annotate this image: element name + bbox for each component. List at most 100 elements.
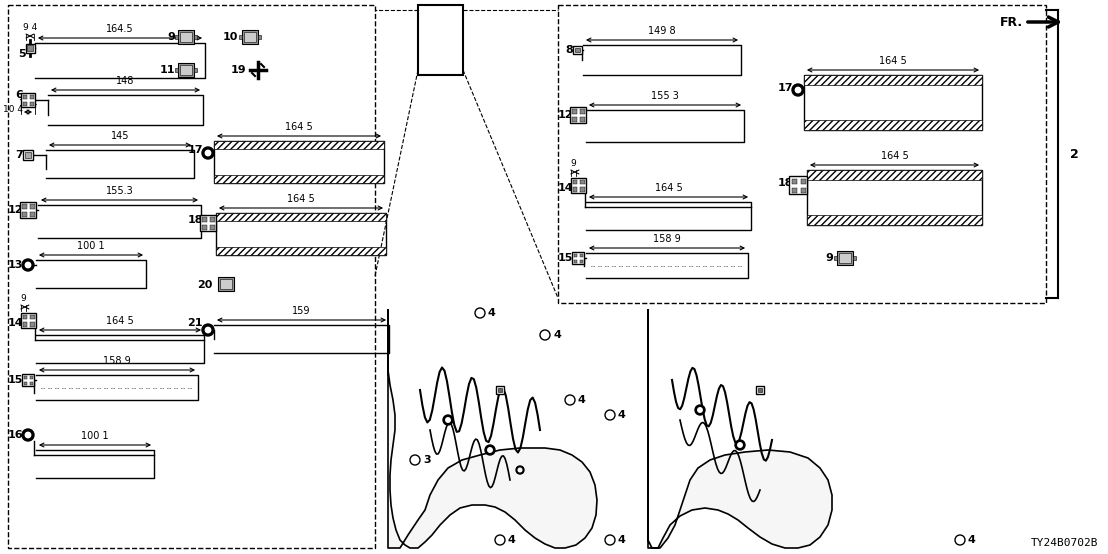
Text: 16: 16 <box>8 430 23 440</box>
Bar <box>21 312 35 327</box>
Bar <box>497 388 502 392</box>
Circle shape <box>25 262 31 268</box>
Bar <box>581 109 585 114</box>
Bar <box>23 102 28 106</box>
Bar <box>792 188 797 193</box>
Circle shape <box>202 147 214 159</box>
Bar <box>216 213 386 255</box>
Bar <box>21 93 35 107</box>
Bar <box>579 260 584 263</box>
Bar <box>175 35 178 39</box>
Text: 21: 21 <box>187 318 203 328</box>
Bar <box>807 170 982 180</box>
Bar <box>22 204 28 209</box>
Circle shape <box>410 455 420 465</box>
Bar <box>804 75 982 130</box>
Bar <box>574 260 577 263</box>
Circle shape <box>955 535 965 545</box>
Bar <box>258 35 261 39</box>
Bar <box>573 179 577 184</box>
Circle shape <box>540 330 550 340</box>
Bar <box>758 388 762 392</box>
Text: 10: 10 <box>223 32 238 42</box>
Bar <box>573 46 582 54</box>
Circle shape <box>698 408 702 412</box>
Text: 100 1: 100 1 <box>78 241 105 251</box>
Bar <box>179 32 192 42</box>
Text: 164 5: 164 5 <box>655 183 683 193</box>
Bar <box>218 277 234 291</box>
Bar <box>573 187 577 192</box>
Bar <box>792 179 797 184</box>
Circle shape <box>495 535 505 545</box>
Text: 18: 18 <box>778 178 793 188</box>
Circle shape <box>445 418 450 422</box>
Bar <box>23 150 33 160</box>
Circle shape <box>567 398 572 402</box>
Circle shape <box>608 413 613 417</box>
Bar <box>25 152 31 158</box>
Circle shape <box>485 445 495 455</box>
Text: 164.5: 164.5 <box>106 24 134 34</box>
Text: 18: 18 <box>187 215 203 225</box>
Bar <box>28 45 33 51</box>
Circle shape <box>25 432 31 438</box>
Text: 164 5: 164 5 <box>881 151 909 161</box>
Bar <box>804 120 982 130</box>
Text: 2: 2 <box>1070 147 1079 161</box>
Text: 9: 9 <box>167 32 175 42</box>
Bar <box>203 217 207 222</box>
Bar <box>179 65 192 75</box>
Text: 158 9: 158 9 <box>103 356 131 366</box>
Bar <box>573 109 577 114</box>
Circle shape <box>443 415 453 425</box>
Bar <box>581 117 585 122</box>
Bar <box>834 256 837 260</box>
Bar <box>804 75 982 85</box>
Bar <box>23 315 28 319</box>
Text: 155.3: 155.3 <box>105 186 133 196</box>
Circle shape <box>202 324 214 336</box>
Text: 9: 9 <box>21 294 27 303</box>
Text: 1: 1 <box>437 0 445 2</box>
Bar <box>853 256 856 260</box>
Bar <box>574 254 577 258</box>
Text: 9: 9 <box>825 253 833 263</box>
Bar <box>756 386 765 394</box>
Text: 7: 7 <box>16 150 23 160</box>
Circle shape <box>22 259 34 271</box>
Text: 20: 20 <box>197 280 213 290</box>
Bar <box>839 253 851 263</box>
Bar <box>579 254 584 258</box>
Text: 4: 4 <box>507 535 516 545</box>
Circle shape <box>413 458 418 462</box>
Bar <box>201 215 216 231</box>
Text: 9: 9 <box>571 159 576 168</box>
Text: 14: 14 <box>557 183 573 193</box>
Bar <box>30 95 34 99</box>
Bar <box>573 117 577 122</box>
Text: 12: 12 <box>8 205 23 215</box>
Bar <box>581 179 585 184</box>
Polygon shape <box>648 310 832 548</box>
Bar <box>194 35 197 39</box>
Text: 4: 4 <box>968 535 976 545</box>
Circle shape <box>792 84 804 96</box>
Text: 4: 4 <box>578 395 586 405</box>
Text: 17: 17 <box>778 83 793 93</box>
Text: 100 1: 100 1 <box>81 431 109 441</box>
Text: 164 5: 164 5 <box>287 194 315 204</box>
Circle shape <box>22 429 34 441</box>
Text: 145: 145 <box>111 131 130 141</box>
Text: 4: 4 <box>618 535 626 545</box>
Bar <box>216 213 386 220</box>
Text: 10 4: 10 4 <box>3 105 23 115</box>
Bar <box>572 252 584 264</box>
Bar <box>418 5 463 75</box>
Bar <box>220 279 232 289</box>
Text: 164 5: 164 5 <box>879 56 906 66</box>
Bar <box>239 35 242 39</box>
Bar <box>23 95 28 99</box>
Text: 3: 3 <box>423 455 431 465</box>
Bar <box>801 179 807 184</box>
